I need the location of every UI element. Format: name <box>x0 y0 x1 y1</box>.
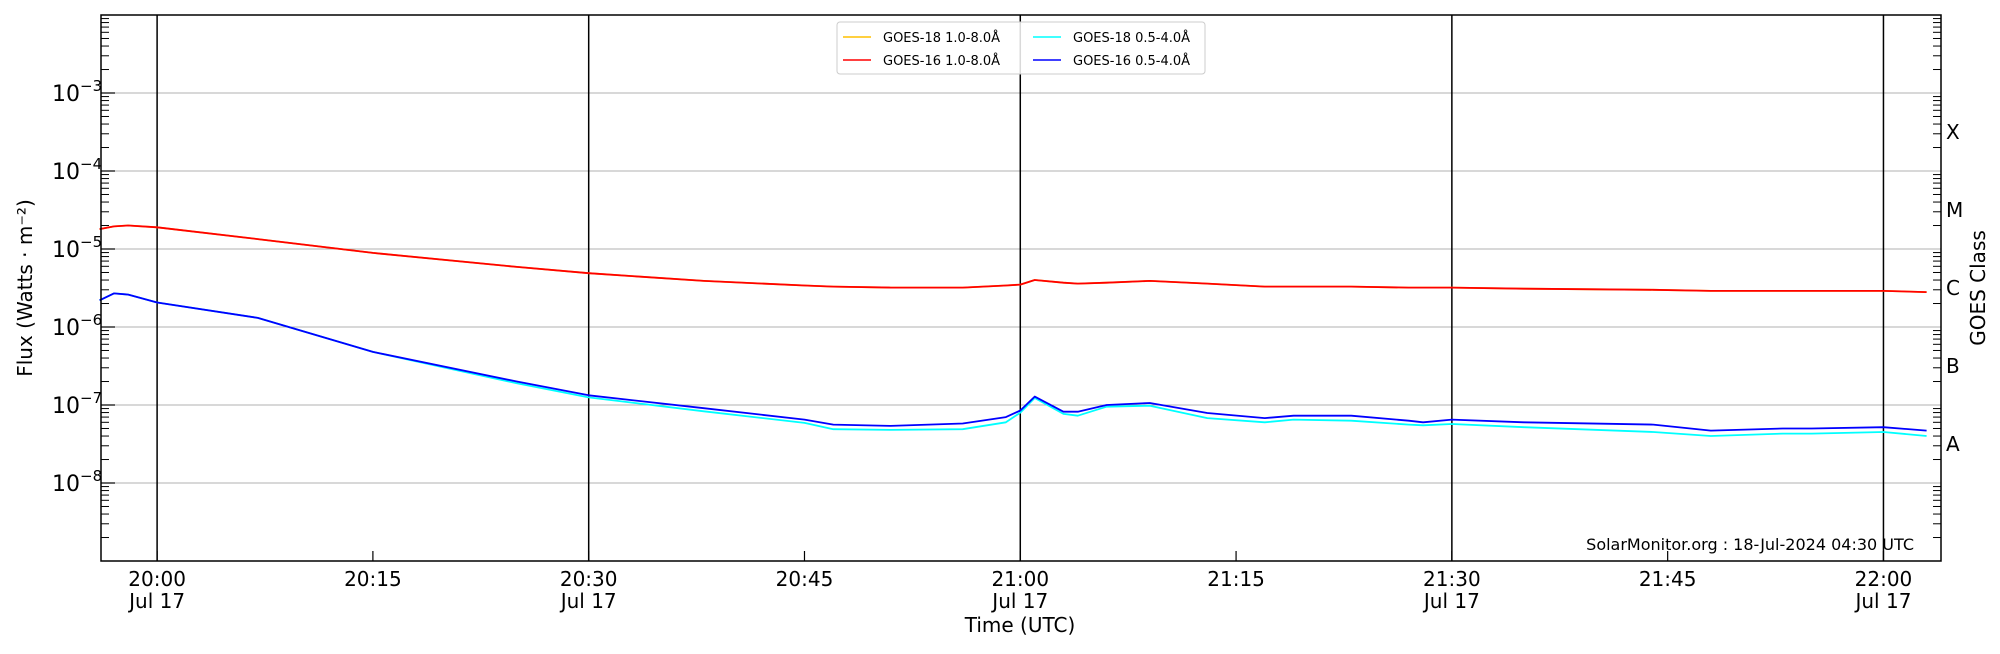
x-tick-label: 21:15 <box>1207 567 1265 591</box>
legend: GOES-18 1.0-8.0Å GOES-16 1.0-8.0Å GOES-18 … <box>836 21 1206 75</box>
series-line-3 <box>99 292 1927 432</box>
x-tick-label: 21:45 <box>1639 567 1697 591</box>
series-line-1 <box>99 224 1927 293</box>
y-tick-exponent: −6 <box>80 311 102 329</box>
timestamp-annotation: SolarMonitor.org : 18-Jul-2024 04:30 UTC <box>1586 535 1914 554</box>
x-tick-label: 21:00 <box>991 567 1049 591</box>
x-tick-date: Jul 17 <box>559 589 617 613</box>
x-tick-label: 20:45 <box>776 567 834 591</box>
y-tick-label: 10−5 <box>52 233 102 263</box>
goes-class-label-a: A <box>1946 432 1960 456</box>
y-tick-exponent: −4 <box>80 155 102 173</box>
y-tick-label: 10−6 <box>52 311 102 341</box>
y-tick-label: 10−7 <box>52 389 102 419</box>
y-tick-label: 10−3 <box>52 77 102 107</box>
plot-frame <box>100 14 1942 562</box>
y-tick-base: 10 <box>52 82 80 107</box>
y-tick-exponent: −8 <box>80 467 102 485</box>
legend-entry-label: GOES-16 0.5-4.0Å <box>1073 53 1190 69</box>
y-tick-base: 10 <box>52 316 80 341</box>
x-tick-date: Jul 17 <box>1422 589 1480 613</box>
goes-class-label-m: M <box>1946 198 1963 222</box>
x-tick-label: 22:00 <box>1855 567 1913 591</box>
goes-class-label-b: B <box>1946 354 1960 378</box>
x-tick-label: 20:00 <box>128 567 186 591</box>
y-tick-base: 10 <box>52 160 80 185</box>
x-axis-label: Time (UTC) <box>964 613 1076 637</box>
y-tick-exponent: −7 <box>80 389 102 407</box>
x-tick-date: Jul 17 <box>1853 589 1911 613</box>
y-tick-exponent: −5 <box>80 233 102 251</box>
y-tick-base: 10 <box>52 238 80 263</box>
y-tick-exponent: −3 <box>80 77 102 95</box>
legend-box <box>836 21 1206 75</box>
x-tick-label: 20:30 <box>560 567 618 591</box>
goes-class-label-x: X <box>1946 120 1960 144</box>
right-axis-label: GOES Class <box>1966 230 1990 346</box>
y-tick-base: 10 <box>52 472 80 497</box>
legend-entry-label: GOES-16 1.0-8.0Å <box>883 53 1000 69</box>
x-tick-date: Jul 17 <box>990 589 1048 613</box>
y-tick-base: 10 <box>52 394 80 419</box>
legend-entry-label: GOES-18 0.5-4.0Å <box>1073 30 1190 46</box>
legend-entry-label: GOES-18 1.0-8.0Å <box>883 30 1000 46</box>
goes-class-label-c: C <box>1946 276 1960 300</box>
y-axis-label: Flux (Watts · m⁻²) <box>13 199 37 377</box>
x-tick-label: 20:15 <box>344 567 402 591</box>
x-tick-date: Jul 17 <box>127 589 185 613</box>
series-line-0 <box>99 224 1927 293</box>
y-tick-label: 10−8 <box>52 467 102 497</box>
y-tick-label: 10−4 <box>52 155 102 185</box>
x-tick-label: 21:30 <box>1423 567 1481 591</box>
